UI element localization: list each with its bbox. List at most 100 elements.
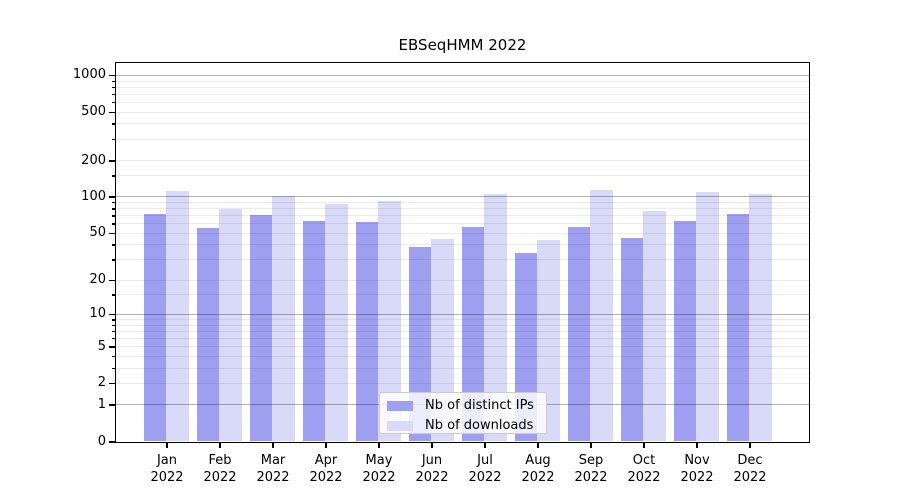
x-tick-label-jul: Jul 2022 xyxy=(468,453,502,485)
x-tick-mark xyxy=(431,443,433,448)
distinct-ips-swatch-icon xyxy=(387,400,413,411)
y-minor-tick-mark xyxy=(111,337,115,340)
bar-downloads-sep xyxy=(590,189,613,441)
y-minor-tick-mark xyxy=(111,86,115,89)
bar-downloads-may xyxy=(378,201,401,441)
x-tick-label-aug: Aug 2022 xyxy=(521,453,555,485)
y-minor-tick-mark xyxy=(111,319,115,321)
y-tick-label: 20 xyxy=(89,272,106,288)
y-minor-tick-mark xyxy=(111,160,115,162)
bar-downloads-jan xyxy=(166,190,189,441)
x-tick-label-may: May 2022 xyxy=(362,453,396,485)
y-minor-tick-mark xyxy=(111,93,115,96)
x-tick-label-nov: Nov 2022 xyxy=(680,453,714,485)
gridline xyxy=(116,111,809,113)
gridline xyxy=(116,294,809,296)
y-minor-tick-mark xyxy=(111,279,115,282)
gridline xyxy=(116,123,809,125)
x-tick-mark xyxy=(537,443,539,448)
y-tick-label: 50 xyxy=(89,225,106,241)
y-tick-mark xyxy=(109,441,115,443)
y-tick-mark xyxy=(109,74,115,77)
y-minor-tick-mark xyxy=(111,324,115,327)
y-minor-tick-mark xyxy=(111,294,115,296)
plot-area xyxy=(115,62,810,443)
legend-label-distinct-ips: Nb of distinct IPs xyxy=(425,398,534,413)
legend-item-downloads: Nb of downloads xyxy=(380,417,546,434)
x-tick-mark xyxy=(590,443,592,448)
x-tick-label-jun: Jun 2022 xyxy=(415,453,449,485)
y-minor-tick-mark xyxy=(111,330,115,333)
y-minor-tick-mark xyxy=(111,208,115,210)
y-tick-label: 2 xyxy=(97,375,106,391)
gridline xyxy=(116,138,809,140)
bar-downloads-feb xyxy=(219,209,242,441)
bar-distinct-ips-sep xyxy=(567,226,590,441)
y-tick-label: 500 xyxy=(81,104,106,120)
gridline xyxy=(116,223,809,225)
gridline xyxy=(116,93,809,95)
y-minor-tick-mark xyxy=(111,259,115,261)
gridline xyxy=(116,346,809,348)
bars-layer xyxy=(116,63,809,442)
y-minor-tick-mark xyxy=(111,355,115,358)
x-tick-mark xyxy=(749,443,751,448)
grid-layer xyxy=(116,63,809,442)
bar-distinct-ips-oct xyxy=(620,238,643,441)
bar-downloads-jun xyxy=(431,239,454,441)
x-tick-mark xyxy=(696,443,698,448)
x-tick-label-apr: Apr 2022 xyxy=(309,453,343,485)
bar-distinct-ips-jul xyxy=(461,226,484,441)
gridline xyxy=(116,279,809,281)
gridline xyxy=(116,215,809,217)
bar-distinct-ips-mar xyxy=(249,215,272,441)
y-minor-tick-mark xyxy=(111,111,115,114)
y-minor-tick-mark xyxy=(111,244,115,246)
y-tick-label: 0 xyxy=(97,433,106,449)
gridline xyxy=(116,101,809,103)
gridline xyxy=(116,208,809,210)
bar-distinct-ips-nov xyxy=(673,221,696,441)
y-tick-label: 5 xyxy=(97,338,106,354)
gridline xyxy=(116,201,809,203)
y-tick-mark xyxy=(109,196,115,198)
y-minor-tick-mark xyxy=(111,80,115,83)
x-tick-label-feb: Feb 2022 xyxy=(203,453,237,485)
y-tick-label: 10 xyxy=(89,306,106,322)
bar-distinct-ips-jan xyxy=(143,213,166,441)
legend-item-distinct-ips: Nb of distinct IPs xyxy=(380,397,546,414)
y-minor-tick-mark xyxy=(111,232,115,235)
gridline xyxy=(116,337,809,339)
gridline xyxy=(116,86,809,88)
x-tick-mark xyxy=(325,443,327,448)
gridline xyxy=(116,367,809,369)
gridline xyxy=(116,330,809,332)
gridline xyxy=(116,232,809,234)
gridline xyxy=(116,313,809,315)
y-minor-tick-mark xyxy=(111,101,115,104)
bar-distinct-ips-may xyxy=(355,222,378,441)
gridline xyxy=(116,382,809,384)
x-tick-label-oct: Oct 2022 xyxy=(627,453,661,485)
bar-distinct-ips-dec xyxy=(726,213,749,441)
bar-downloads-mar xyxy=(272,196,295,441)
gridline xyxy=(116,175,809,177)
x-tick-label-jan: Jan 2022 xyxy=(150,453,184,485)
y-tick-mark xyxy=(109,313,115,316)
y-tick-label: 200 xyxy=(81,152,106,168)
y-minor-tick-mark xyxy=(111,175,115,177)
x-tick-mark xyxy=(643,443,645,448)
x-tick-mark xyxy=(219,443,221,448)
y-tick-mark xyxy=(109,404,115,406)
y-minor-tick-mark xyxy=(111,382,115,385)
gridline xyxy=(116,259,809,261)
x-tick-label-mar: Mar 2022 xyxy=(256,453,290,485)
gridline xyxy=(116,80,809,82)
gridline xyxy=(116,196,809,198)
downloads-swatch-icon xyxy=(387,420,413,431)
y-tick-label: 1 xyxy=(97,396,106,412)
y-minor-tick-mark xyxy=(111,201,115,204)
y-minor-tick-mark xyxy=(111,215,115,217)
y-minor-tick-mark xyxy=(111,223,115,225)
